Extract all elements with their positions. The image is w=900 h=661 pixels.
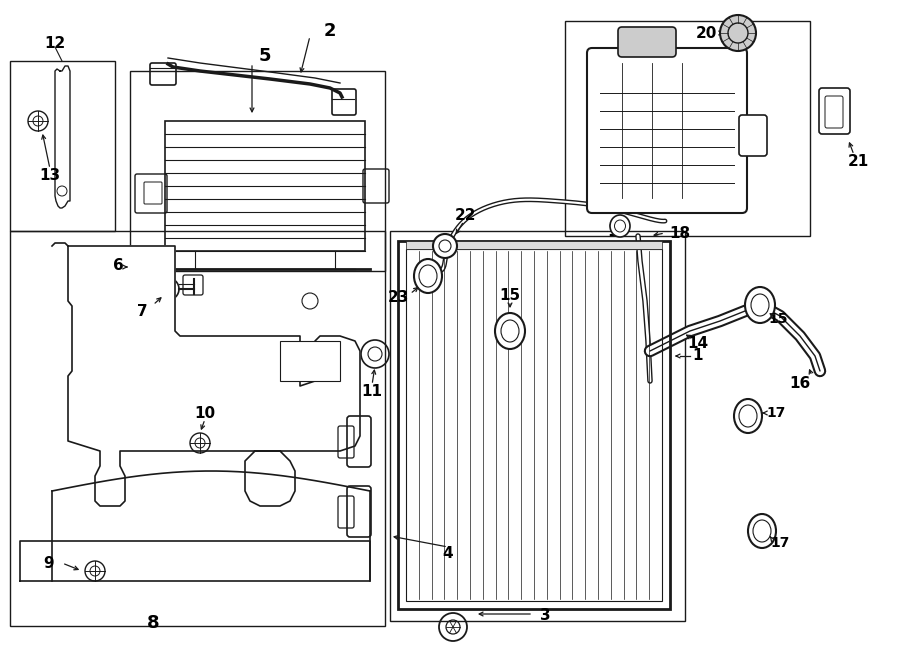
Ellipse shape — [734, 399, 762, 433]
FancyBboxPatch shape — [587, 48, 747, 213]
Text: 3: 3 — [540, 607, 550, 623]
Bar — [398, 241, 670, 609]
Polygon shape — [52, 243, 360, 506]
FancyBboxPatch shape — [739, 115, 767, 156]
Text: 15: 15 — [769, 312, 788, 326]
Text: 8: 8 — [147, 614, 159, 632]
Bar — [280, 341, 340, 381]
Text: 21: 21 — [848, 153, 868, 169]
Text: 6: 6 — [112, 258, 123, 274]
Ellipse shape — [414, 259, 442, 293]
Text: 15: 15 — [500, 288, 520, 303]
Bar — [406, 241, 662, 249]
Text: 10: 10 — [194, 405, 216, 420]
Bar — [565, 21, 810, 236]
Circle shape — [433, 234, 457, 258]
Text: 5: 5 — [259, 47, 271, 65]
Text: 22: 22 — [455, 208, 477, 223]
Text: 11: 11 — [362, 383, 382, 399]
Bar — [390, 231, 685, 621]
Text: 19: 19 — [608, 223, 628, 239]
Polygon shape — [20, 541, 370, 581]
Text: 14: 14 — [688, 336, 708, 350]
Text: 9: 9 — [44, 555, 54, 570]
Text: 17: 17 — [766, 406, 786, 420]
Text: 7: 7 — [137, 303, 148, 319]
Text: 2: 2 — [324, 22, 337, 40]
Ellipse shape — [745, 287, 775, 323]
Text: 18: 18 — [670, 225, 690, 241]
Circle shape — [720, 15, 756, 51]
Text: 1: 1 — [693, 348, 703, 364]
Text: 17: 17 — [770, 536, 789, 550]
Text: 23: 23 — [387, 290, 409, 305]
Ellipse shape — [748, 514, 776, 548]
Bar — [10, 231, 385, 626]
FancyBboxPatch shape — [618, 27, 676, 57]
Bar — [165, 121, 365, 251]
Bar — [130, 71, 385, 271]
Text: 13: 13 — [40, 169, 60, 184]
Text: 20: 20 — [696, 26, 716, 40]
FancyBboxPatch shape — [819, 88, 850, 134]
Text: 12: 12 — [44, 36, 66, 50]
Text: 16: 16 — [789, 375, 811, 391]
Bar — [10, 61, 115, 231]
Ellipse shape — [610, 215, 630, 237]
Ellipse shape — [495, 313, 525, 349]
Bar — [406, 249, 662, 601]
Text: 4: 4 — [443, 545, 454, 561]
